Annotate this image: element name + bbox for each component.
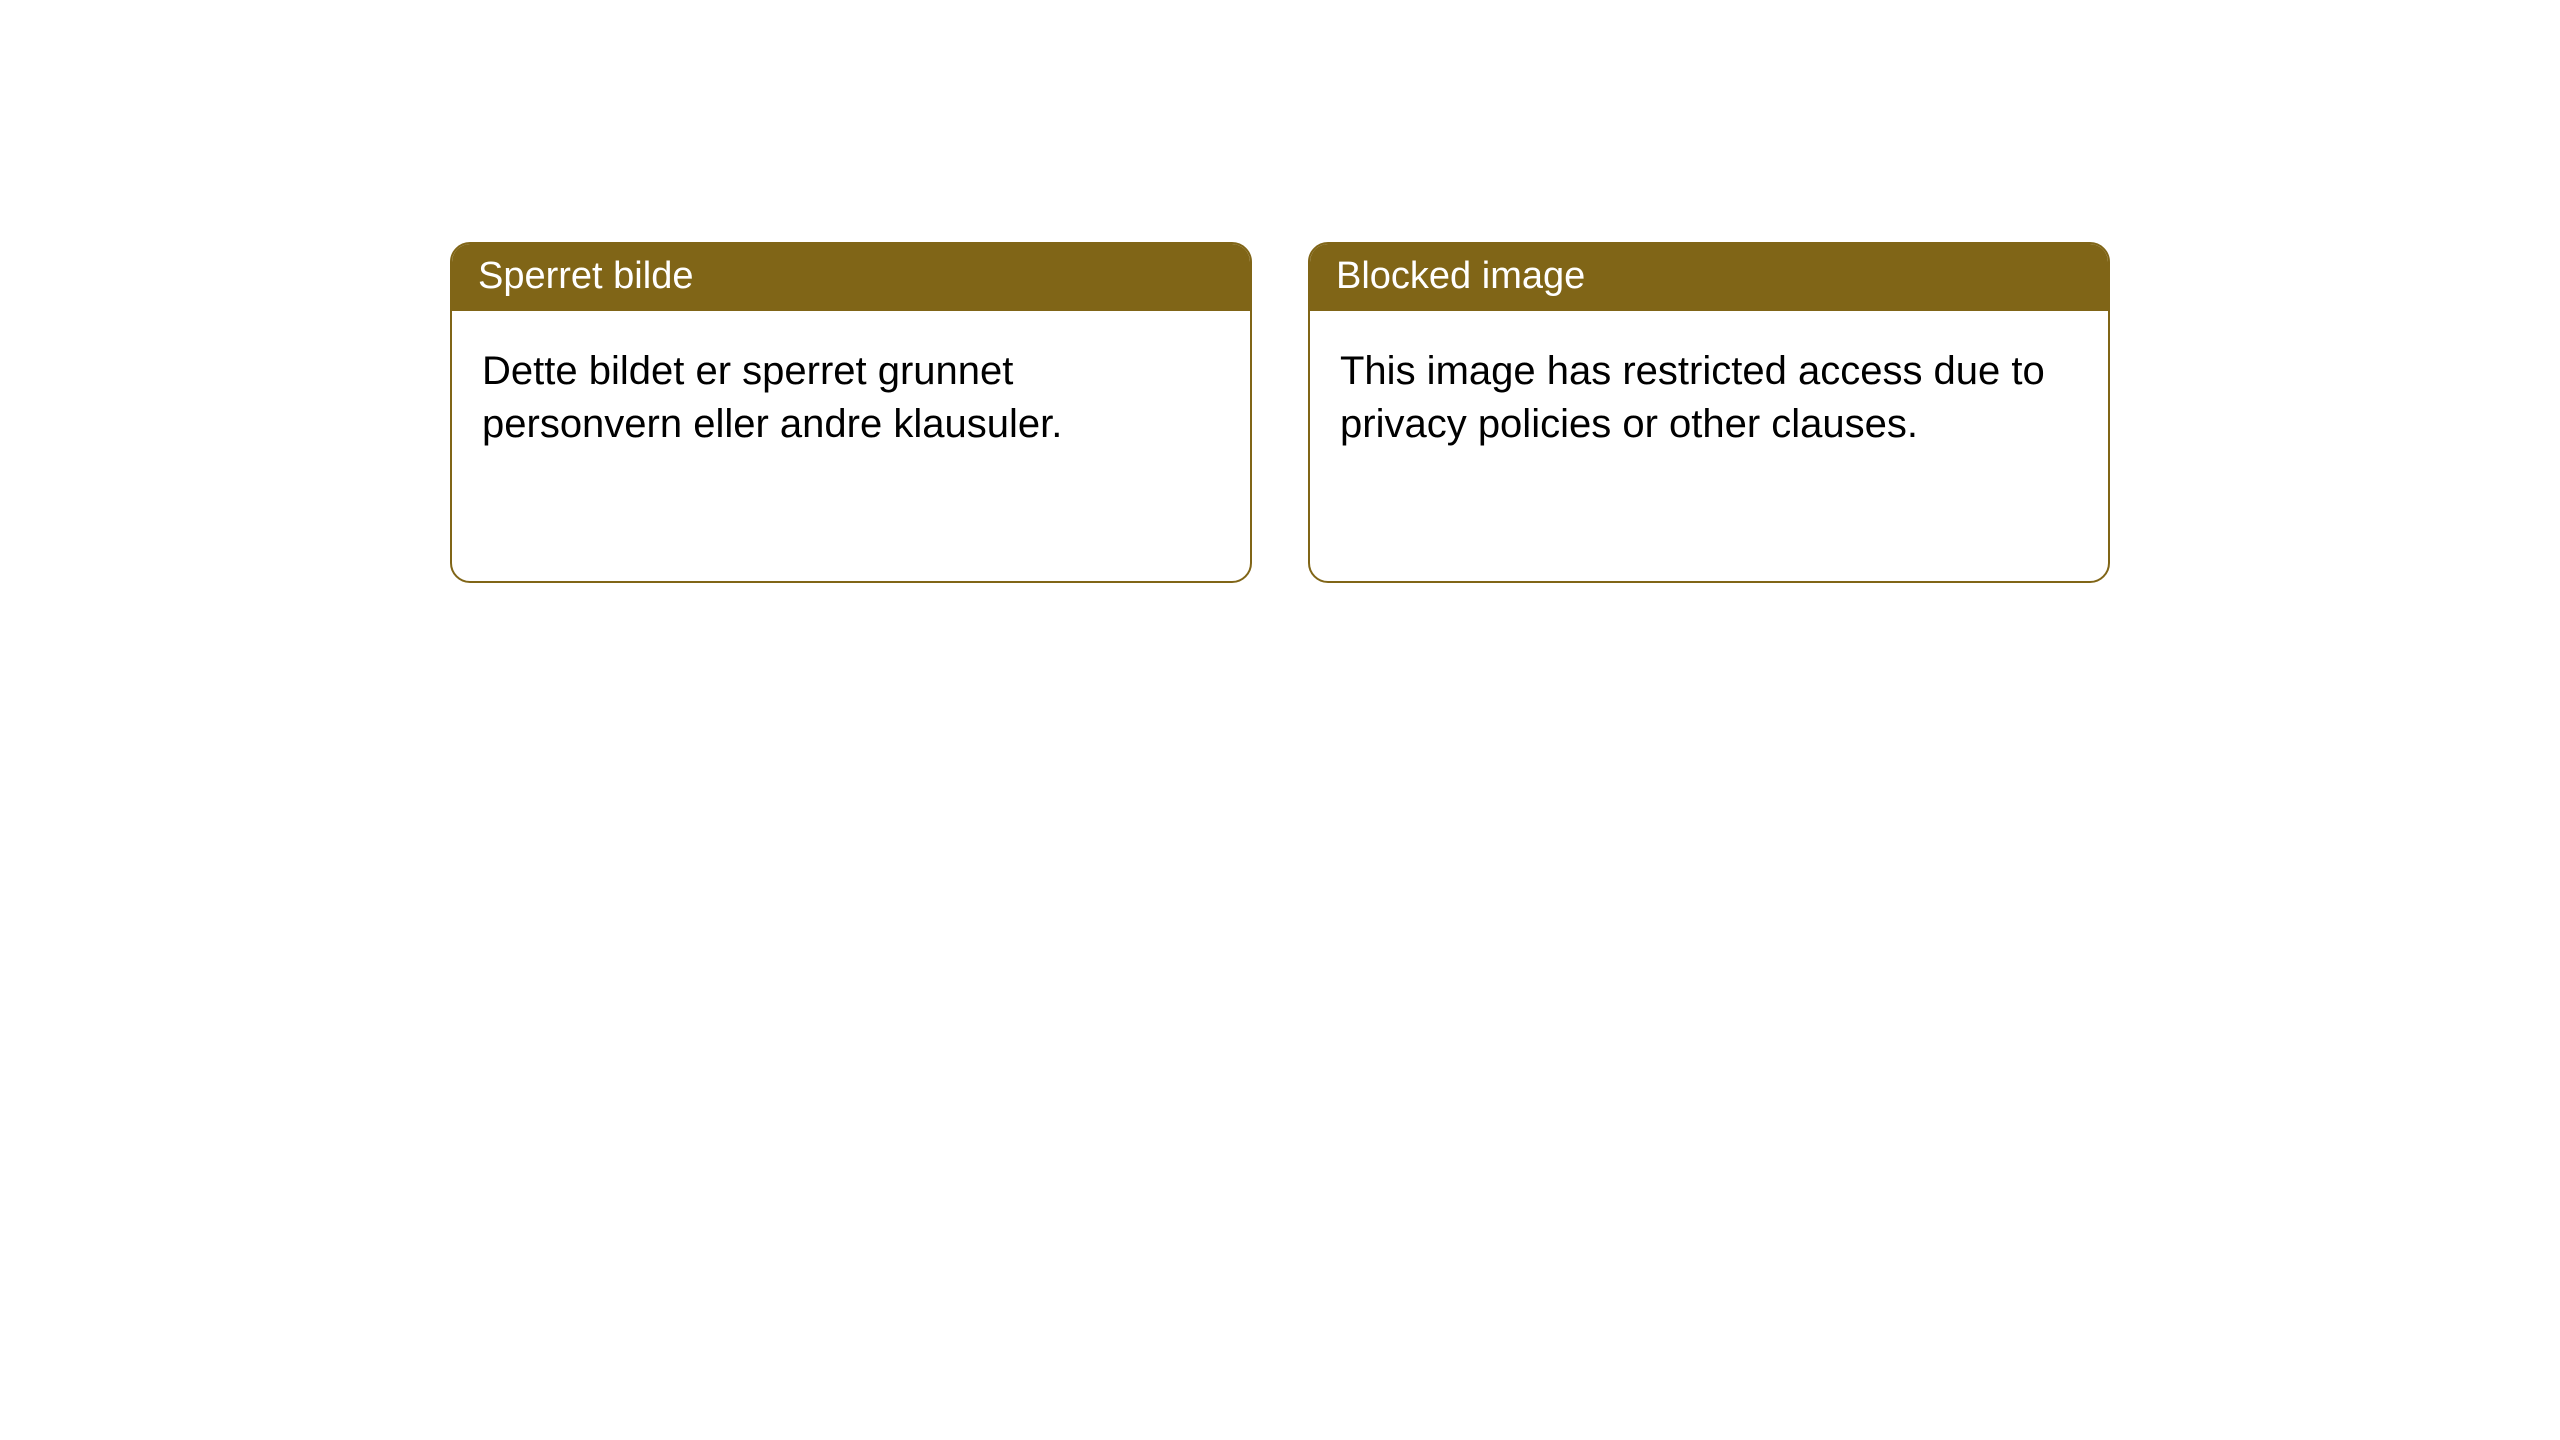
card-body: This image has restricted access due to … [1310,311,2108,581]
card-header: Sperret bilde [452,244,1250,311]
card-body: Dette bildet er sperret grunnet personve… [452,311,1250,581]
blocked-image-card-en: Blocked image This image has restricted … [1308,242,2110,583]
notice-container: Sperret bilde Dette bildet er sperret gr… [0,0,2560,583]
blocked-image-card-no: Sperret bilde Dette bildet er sperret gr… [450,242,1252,583]
card-header: Blocked image [1310,244,2108,311]
